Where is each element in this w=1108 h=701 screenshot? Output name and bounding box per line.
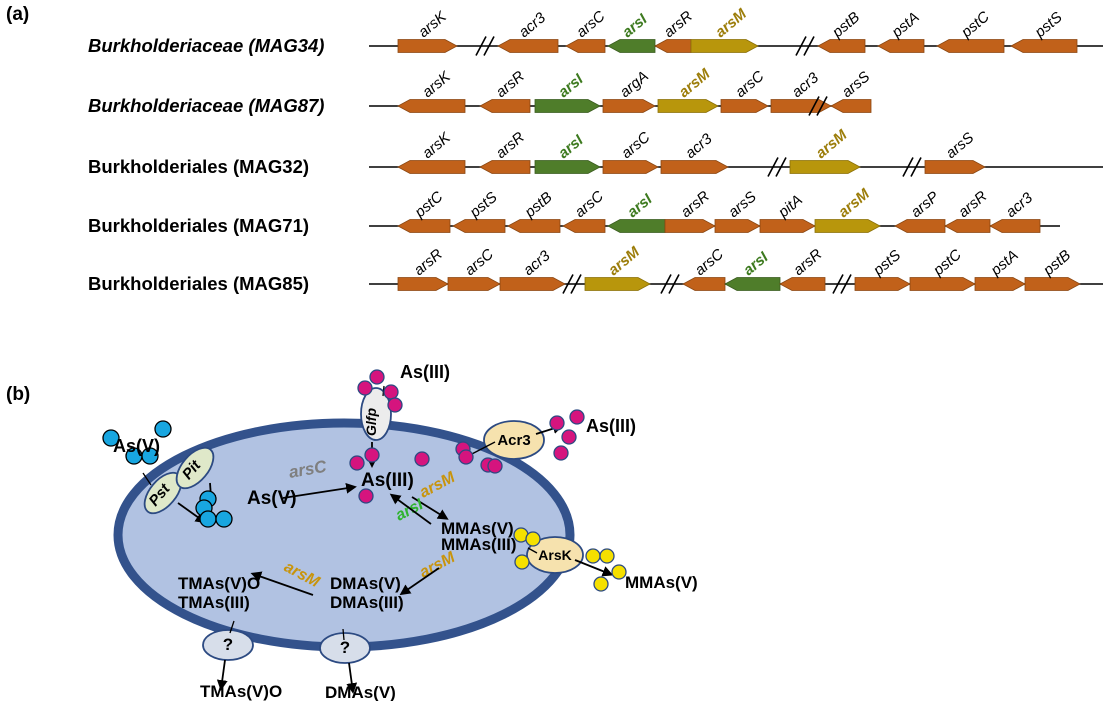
svg-text:Acr3: Acr3	[497, 432, 530, 449]
svg-text:As(V): As(V)	[247, 488, 297, 509]
svg-text:?: ?	[340, 638, 350, 657]
svg-text:DMAs(V): DMAs(V)	[330, 574, 401, 593]
svg-text:TMAs(V)O: TMAs(V)O	[200, 682, 282, 701]
svg-text:TMAs(V)O: TMAs(V)O	[178, 574, 260, 593]
svg-text:MMAs(V): MMAs(V)	[625, 573, 698, 592]
svg-text:?: ?	[223, 635, 233, 654]
svg-text:DMAs(V): DMAs(V)	[325, 683, 396, 701]
svg-text:As(III): As(III)	[400, 362, 450, 382]
svg-text:As(V): As(V)	[113, 436, 160, 456]
svg-text:As(III): As(III)	[586, 416, 636, 436]
svg-text:DMAs(III): DMAs(III)	[330, 593, 404, 612]
svg-text:As(III): As(III)	[361, 470, 414, 491]
svg-text:TMAs(III): TMAs(III)	[178, 593, 250, 612]
svg-text:(b): (b)	[6, 384, 30, 405]
svg-text:Glfp: Glfp	[363, 408, 379, 436]
svg-text:ArsK: ArsK	[538, 547, 571, 563]
svg-text:MMAs(III): MMAs(III)	[441, 535, 517, 554]
